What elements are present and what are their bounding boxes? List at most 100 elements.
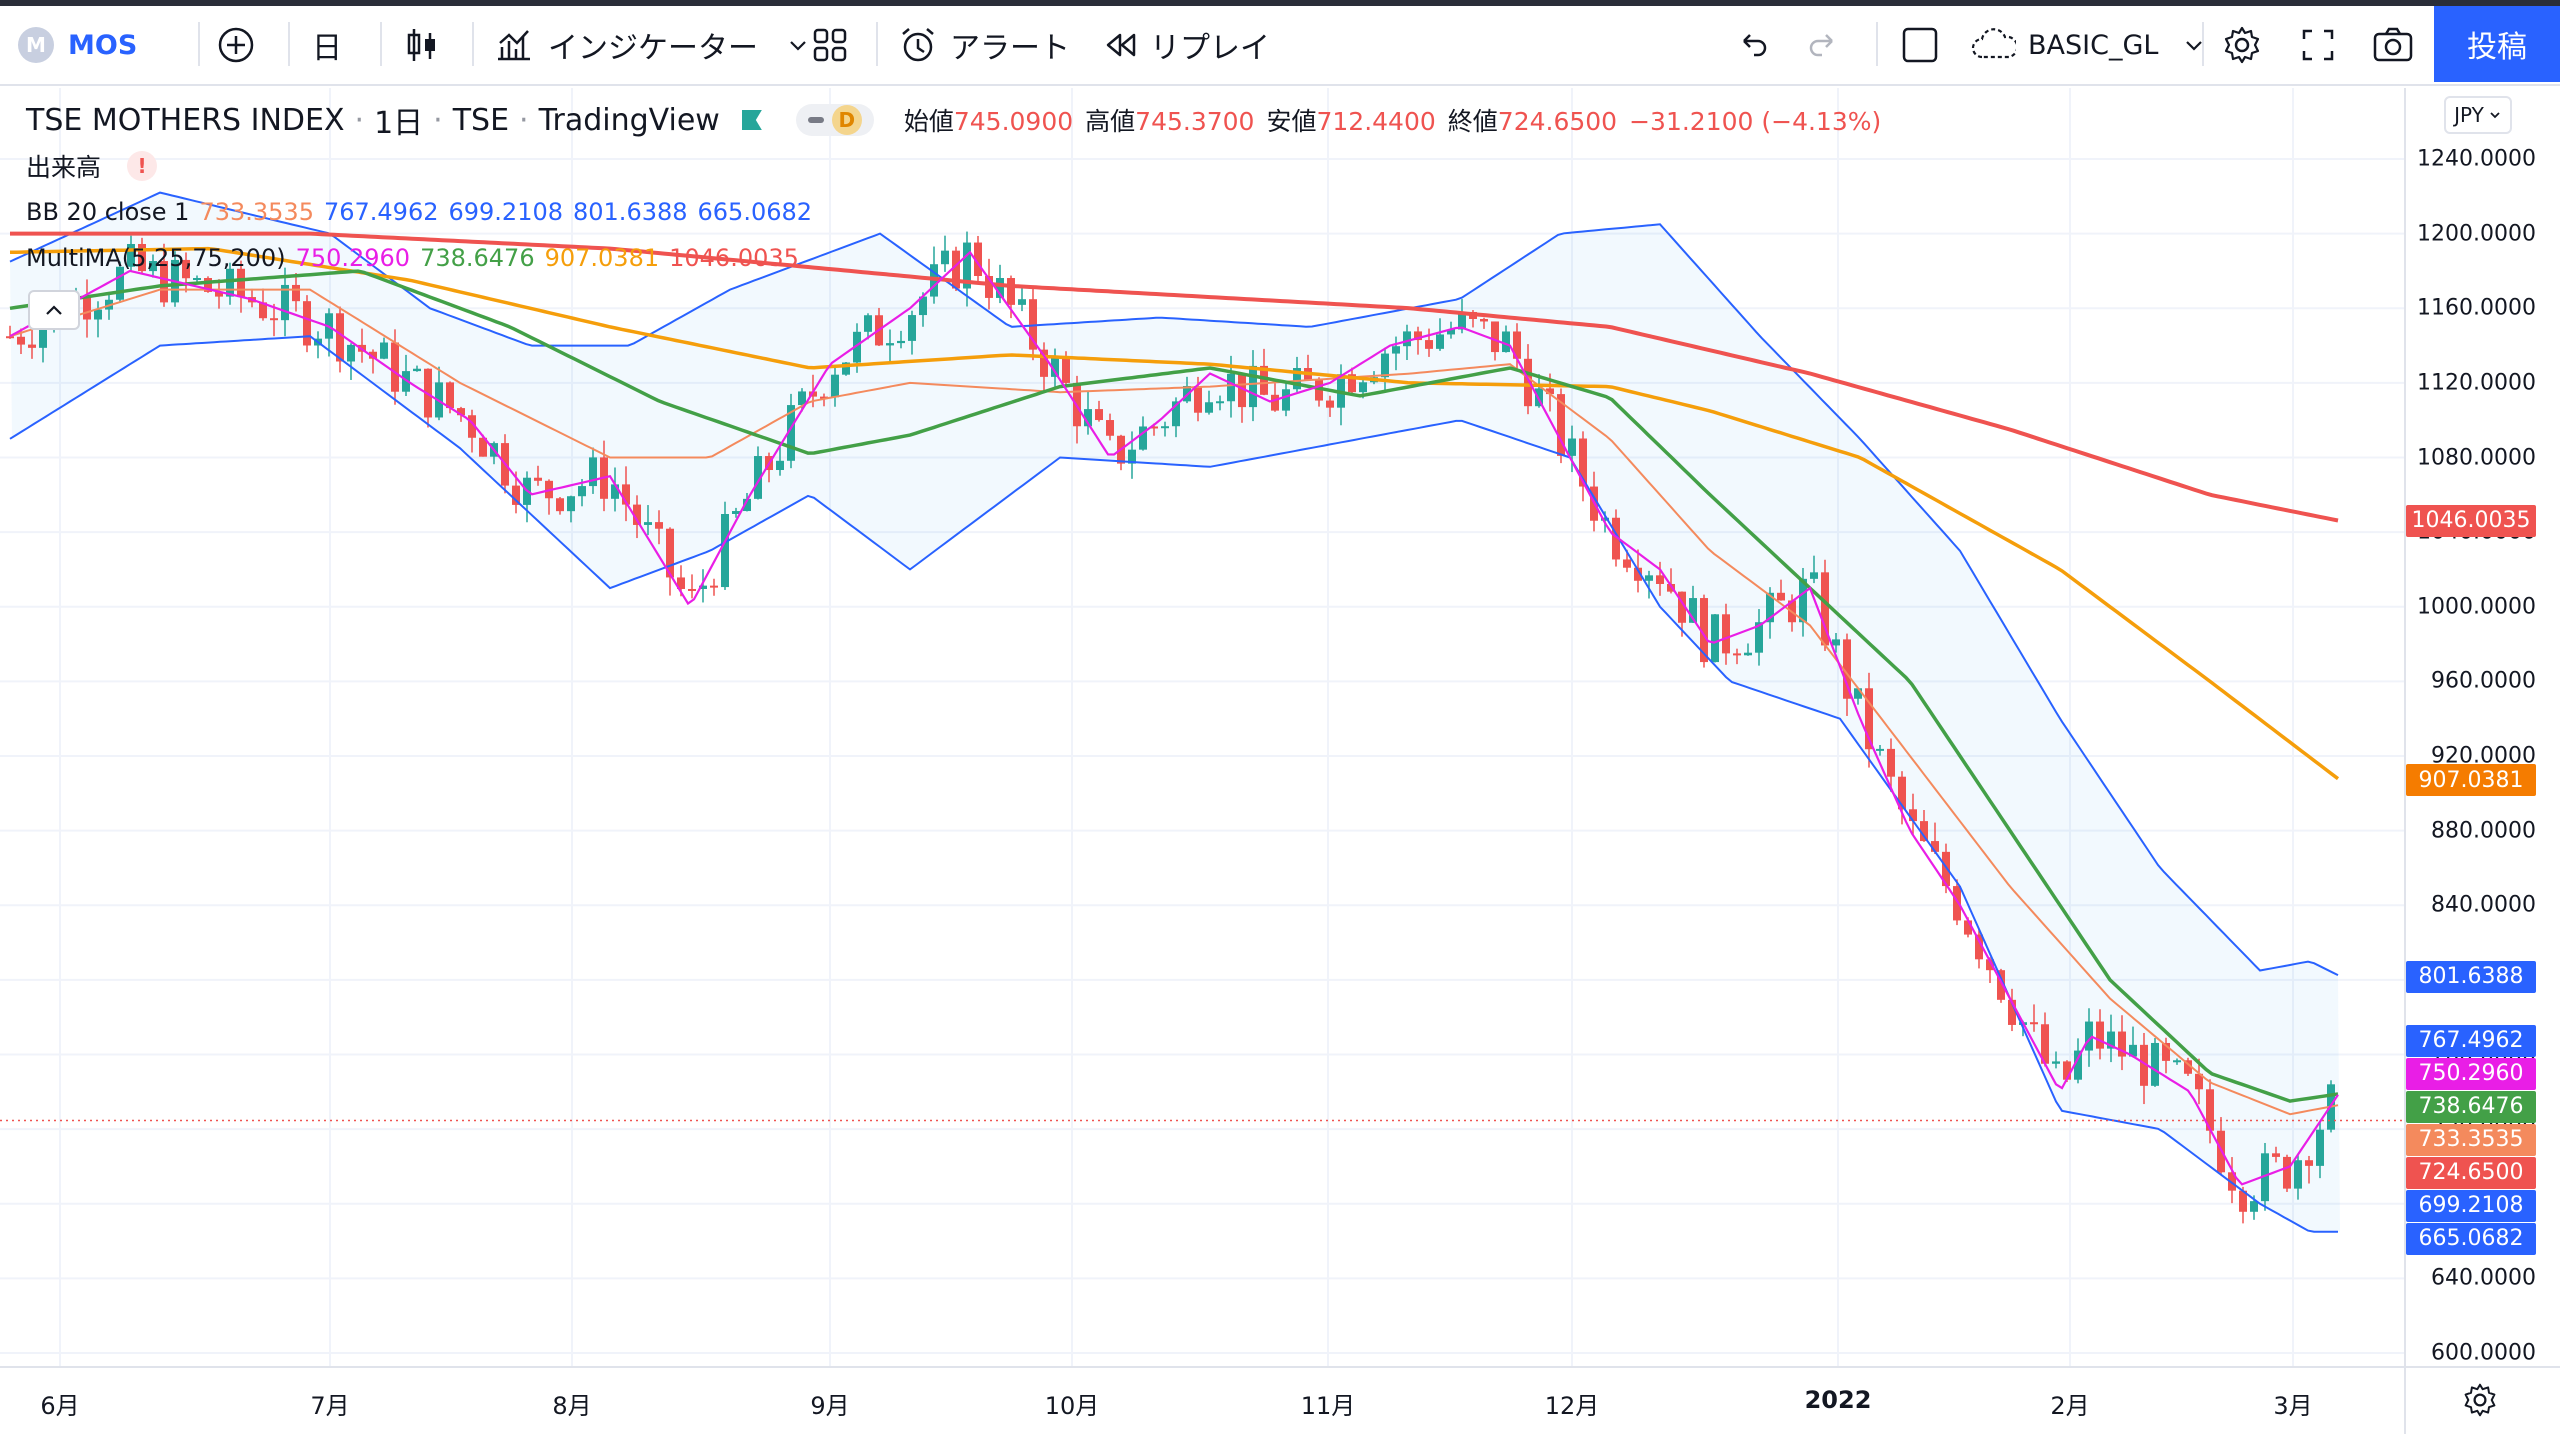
candle-body xyxy=(2250,1201,2258,1212)
candle-body xyxy=(2184,1060,2192,1074)
divider xyxy=(2202,22,2204,66)
candle-body xyxy=(204,278,212,292)
candle-body xyxy=(2316,1129,2324,1166)
bollinger-legend[interactable]: BB 20 close 1 733.3535 767.4962 699.2108… xyxy=(26,198,822,226)
divider xyxy=(472,22,474,66)
candle-body xyxy=(1678,591,1686,623)
candle-body xyxy=(512,485,520,505)
candle-body xyxy=(292,284,300,302)
data-status-pill[interactable]: D xyxy=(795,104,874,136)
redo-button[interactable] xyxy=(1806,14,1842,76)
candle-body xyxy=(2151,1042,2159,1086)
candle-body xyxy=(2162,1042,2170,1061)
volume-legend[interactable]: 出来高 ! xyxy=(26,148,158,184)
price-tag: 767.4962 xyxy=(2406,1024,2536,1057)
collapse-legend-button[interactable] xyxy=(28,290,80,330)
layout-button[interactable] xyxy=(1900,14,1940,76)
axis-settings-button[interactable] xyxy=(2462,1382,2498,1422)
undo-button[interactable] xyxy=(1734,14,1770,76)
candle-body xyxy=(556,498,564,512)
interval-button[interactable]: 日 xyxy=(312,31,342,66)
candle-body xyxy=(1150,426,1158,429)
candle-body xyxy=(1425,340,1433,349)
warning-icon[interactable]: ! xyxy=(127,151,158,181)
replay-button[interactable]: リプレイ xyxy=(1102,14,1270,76)
candle-body xyxy=(578,486,586,497)
ma5-line xyxy=(9,250,2339,1186)
indicators-label: インジケーター xyxy=(548,31,758,66)
time-tick-label: 11月 xyxy=(1300,1392,1356,1420)
legend-title: TSE MOTHERS INDEX xyxy=(26,102,345,138)
time-axis[interactable]: 6月 7月 8月 9月 10月 11月 12月 2022 2月 3月 xyxy=(0,1366,2560,1434)
candle-body xyxy=(1667,583,1675,592)
candle-body xyxy=(633,504,641,525)
candle-body xyxy=(182,259,190,279)
candle-body xyxy=(699,585,707,589)
cloud-icon xyxy=(1971,28,2016,59)
chevron-up-icon xyxy=(46,305,62,315)
candle-body xyxy=(1062,358,1070,383)
candle-body xyxy=(2261,1153,2269,1202)
candle-body xyxy=(1392,346,1400,354)
currency-select[interactable]: JPY xyxy=(2444,96,2512,134)
candle-body xyxy=(1106,420,1114,436)
candle-body xyxy=(1843,639,1851,699)
candle-body xyxy=(1887,748,1895,777)
templates-button[interactable] xyxy=(812,14,848,76)
candle-body xyxy=(2096,1021,2104,1049)
settings-button[interactable] xyxy=(2222,14,2262,76)
candle-body xyxy=(831,374,839,398)
price-tag: 801.6388 xyxy=(2406,960,2536,993)
candle-body xyxy=(1161,426,1169,429)
candle-body xyxy=(1876,748,1884,751)
bb-upper2-value: 801.6388 xyxy=(573,198,688,226)
chart-type-button[interactable] xyxy=(402,14,442,76)
layout-save-button[interactable]: BASIC_GL xyxy=(1970,14,2206,76)
volume-label: 出来高 xyxy=(26,153,102,182)
candle-body xyxy=(974,242,982,277)
divider xyxy=(198,22,200,66)
candle-body xyxy=(666,528,674,578)
candle-body xyxy=(1139,426,1147,450)
candle-body xyxy=(622,484,630,505)
candle-body xyxy=(1546,388,1554,395)
candle-body xyxy=(2085,1021,2093,1051)
candle-body xyxy=(6,336,14,339)
alert-button[interactable]: アラート xyxy=(898,14,1070,76)
price-tag: 665.0682 xyxy=(2406,1222,2536,1255)
candle-body xyxy=(567,496,575,512)
price-tick-label: 600.0000 xyxy=(2431,1340,2536,1366)
market-status-flag-icon xyxy=(741,110,762,130)
layout-name: BASIC_GL xyxy=(2028,29,2159,61)
candle-body xyxy=(94,309,102,320)
price-tick-label: 880.0000 xyxy=(2431,818,2536,844)
snapshot-button[interactable] xyxy=(2372,14,2414,76)
multima-legend[interactable]: MultiMA(5,25,75,200) 750.2960 738.6476 9… xyxy=(26,244,809,272)
price-tick-label: 1080.0000 xyxy=(2417,445,2536,470)
price-tick-label: 1160.0000 xyxy=(2417,295,2536,321)
candle-body xyxy=(952,250,960,289)
fullscreen-button[interactable] xyxy=(2300,14,2336,76)
candle-body xyxy=(1260,365,1268,395)
candle-body xyxy=(1821,572,1829,646)
indicators-button[interactable]: インジケーター xyxy=(494,14,810,76)
candle-body xyxy=(2008,999,2016,1025)
candle-body xyxy=(1579,438,1587,487)
candle-body xyxy=(1502,331,1510,353)
candle-body xyxy=(611,484,619,499)
candle-body xyxy=(1051,358,1059,377)
symbol-search-button[interactable]: M MOS xyxy=(18,14,137,76)
symbol-logo-icon: M xyxy=(18,27,54,63)
time-tick-label: 2月 xyxy=(2050,1392,2090,1420)
candle-body xyxy=(1403,331,1411,347)
candle-body xyxy=(2283,1156,2291,1189)
candle-body xyxy=(677,577,685,589)
compare-symbol-button[interactable] xyxy=(216,14,256,76)
candle-body xyxy=(1436,334,1444,349)
price-tick-label: 840.0000 xyxy=(2431,892,2536,918)
candle-body xyxy=(1205,402,1213,413)
price-chart[interactable] xyxy=(0,88,2404,1366)
candle-body xyxy=(1865,688,1873,750)
divider xyxy=(1876,22,1878,66)
publish-button[interactable]: 投稿 xyxy=(2434,6,2560,82)
